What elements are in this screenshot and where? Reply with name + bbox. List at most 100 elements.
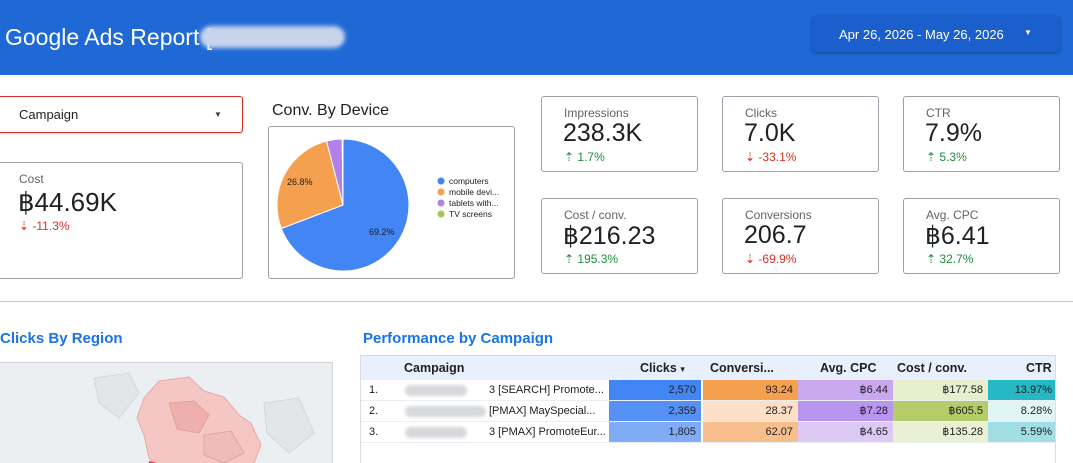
report-title: Google Ads Report [: [5, 24, 213, 50]
arrow-up-icon: ⇡: [926, 252, 937, 266]
impressions-scorecard: Impressions 238.3K ⇡ 1.7%: [541, 96, 698, 172]
table-row[interactable]: 3. 3 [PMAX] PromoteEur... 1,805 62.07 ฿4.65 ฿…: [361, 422, 1055, 443]
cell-cost_conv: ฿135.28: [893, 422, 988, 442]
redacted-campaign-prefix: [405, 427, 467, 438]
impressions-label: Impressions: [564, 106, 629, 120]
column-header-conversions[interactable]: Conversi...: [710, 361, 774, 375]
cost-label: Cost: [19, 172, 44, 186]
clicks-scorecard: Clicks 7.0K ⇣ -33.1%: [722, 96, 879, 172]
region-map-graphic: [93, 372, 315, 463]
cell-avg_cpc: ฿7.28: [798, 401, 893, 421]
date-range-picker[interactable]: Apr 26, 2026 - May 26, 2026 ▼: [812, 16, 1060, 52]
row-index: 3.: [369, 426, 379, 438]
cell-ctr: 8.28%: [988, 401, 1055, 421]
cost-value: ฿44.69K: [18, 187, 117, 217]
conversions-delta: ⇣ -69.9%: [745, 252, 796, 266]
column-header-avg-cpc[interactable]: Avg. CPC: [820, 361, 877, 375]
arrow-up-icon: ⇡: [564, 150, 575, 164]
cost-per-conv-value: ฿216.23: [563, 222, 656, 250]
cost-per-conv-scorecard: Cost / conv. ฿216.23 ⇡ 195.3%: [541, 198, 698, 274]
clicks-delta-value: -33.1%: [758, 150, 797, 164]
ctr-scorecard: CTR 7.9% ⇡ 5.3%: [903, 96, 1060, 172]
table-row[interactable]: 2. [PMAX] MaySpecial... 2,359 28.37 ฿7.28 ฿60…: [361, 401, 1055, 422]
legend-swatch: [437, 177, 445, 185]
clicks-delta: ⇣ -33.1%: [745, 150, 796, 164]
redacted-title-block: [200, 26, 345, 48]
impressions-delta: ⇡ 1.7%: [564, 150, 605, 164]
cell-ctr: 13.97%: [988, 380, 1055, 400]
cell-avg_cpc: ฿6.44: [798, 380, 893, 400]
cost-scorecard: Cost ฿44.69K ⇣ -11.3%: [0, 162, 243, 279]
device-pie-card: 26.8% 69.2% computers mobile devi... tablets…: [268, 126, 515, 279]
arrow-up-icon: ⇡: [564, 252, 575, 266]
cost-per-conv-delta-value: 195.3%: [577, 252, 619, 266]
cost-per-conv-delta: ⇡ 195.3%: [564, 252, 618, 266]
avg-cpc-label: Avg. CPC: [926, 208, 979, 222]
column-header-cost-conv[interactable]: Cost / conv.: [897, 361, 967, 375]
arrow-down-icon: ⇣: [745, 150, 756, 164]
conversions-scorecard: Conversions 206.7 ⇣ -69.9%: [722, 198, 879, 274]
cell-clicks: 1,805: [609, 422, 701, 442]
legend-item[interactable]: computers: [449, 176, 489, 186]
avg-cpc-value: ฿6.41: [925, 222, 990, 250]
cost-per-conv-label: Cost / conv.: [564, 208, 627, 222]
cell-avg_cpc: ฿4.65: [798, 422, 893, 442]
legend-item[interactable]: mobile devi...: [449, 187, 499, 197]
date-range-text: Apr 26, 2026 - May 26, 2026: [839, 27, 1004, 42]
cost-delta: ⇣ -11.3%: [19, 219, 70, 233]
pie-slice-1[interactable]: [276, 140, 344, 230]
cell-conversions: 28.37: [703, 401, 798, 421]
cell-conversions: 62.07: [703, 422, 798, 442]
conversions-label: Conversions: [745, 208, 812, 222]
arrow-up-icon: ⇡: [926, 150, 937, 164]
arrow-down-icon: ⇣: [745, 252, 756, 266]
legend-swatch: [437, 199, 445, 207]
column-header-clicks-label: Clicks: [640, 361, 677, 375]
legend-item[interactable]: tablets with...: [449, 198, 499, 208]
campaign-filter-dropdown[interactable]: Campaign ▼: [0, 96, 243, 133]
ctr-delta: ⇡ 5.3%: [926, 150, 967, 164]
legend-item[interactable]: TV screens: [449, 209, 492, 219]
cell-clicks: 2,359: [609, 401, 701, 421]
caret-down-icon: ▼: [214, 110, 222, 119]
legend-swatch: [437, 210, 445, 218]
legend-swatch: [437, 188, 445, 196]
cell-cost_conv: ฿177.58: [893, 380, 988, 400]
section-divider: [0, 301, 1073, 302]
avg-cpc-scorecard: Avg. CPC ฿6.41 ⇡ 32.7%: [903, 198, 1060, 274]
campaign-name: 3 [SEARCH] Promote...: [489, 384, 604, 396]
redacted-campaign-prefix: [405, 385, 467, 396]
column-header-clicks[interactable]: Clicks ▾: [640, 361, 685, 375]
pie-slice-label: 69.2%: [369, 227, 395, 237]
cell-cost_conv: ฿605.5: [893, 401, 988, 421]
cell-conversions: 93.24: [703, 380, 798, 400]
performance-table: Campaign Clicks ▾ Conversi... Avg. CPC C…: [360, 355, 1056, 463]
redacted-campaign-prefix: [405, 406, 486, 417]
pie-slice-0[interactable]: [280, 138, 410, 272]
ctr-delta-value: 5.3%: [939, 150, 967, 164]
ctr-label: CTR: [926, 106, 951, 120]
row-index: 2.: [369, 405, 379, 417]
column-header-ctr[interactable]: CTR: [1026, 361, 1052, 375]
table-row[interactable]: 1. 3 [SEARCH] Promote... 2,570 93.24 ฿6.44 ฿1…: [361, 380, 1055, 401]
campaign-name: [PMAX] MaySpecial...: [489, 405, 596, 417]
row-index: 1.: [369, 384, 379, 396]
pie-slice-label: 26.8%: [287, 177, 313, 187]
region-map[interactable]: [0, 362, 333, 463]
caret-down-icon: ▼: [1024, 28, 1032, 37]
column-header-campaign[interactable]: Campaign: [404, 361, 465, 375]
avg-cpc-delta: ⇡ 32.7%: [926, 252, 973, 266]
cell-ctr: 5.59%: [988, 422, 1055, 442]
avg-cpc-delta-value: 32.7%: [939, 252, 974, 266]
cost-delta-value: -11.3%: [32, 219, 70, 233]
impressions-value: 238.3K: [563, 119, 643, 147]
sort-descending-icon: ▾: [680, 364, 685, 374]
impressions-delta-value: 1.7%: [577, 150, 605, 164]
pie-slice-3[interactable]: [341, 138, 344, 206]
conversions-delta-value: -69.9%: [758, 252, 797, 266]
conversions-value: 206.7: [744, 221, 807, 249]
arrow-down-icon: ⇣: [19, 219, 30, 233]
campaign-filter-label: Campaign: [19, 107, 79, 122]
clicks-value: 7.0K: [744, 119, 796, 147]
